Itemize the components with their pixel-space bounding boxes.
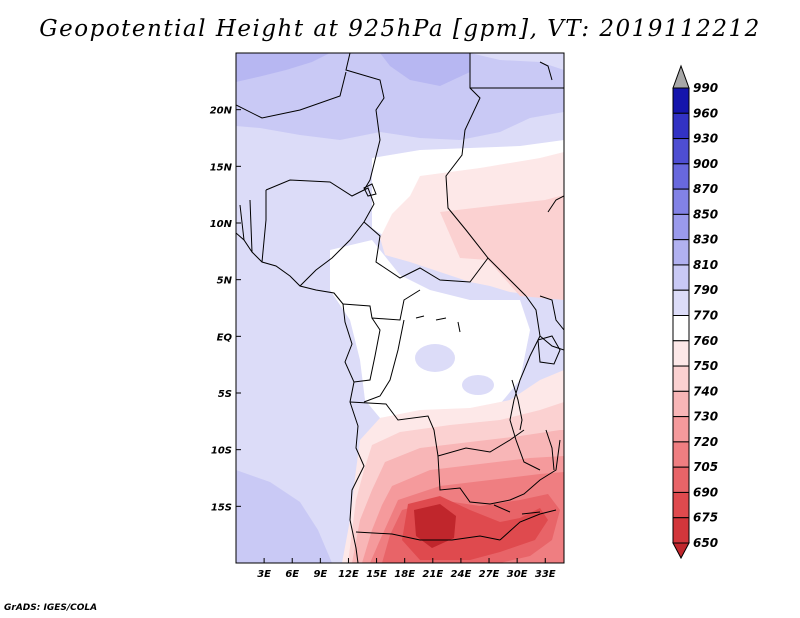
colorbar-box bbox=[672, 390, 690, 418]
x-tick-label: 12E bbox=[338, 569, 359, 580]
colorbar-label: 930 bbox=[693, 132, 718, 146]
border-benin-togo bbox=[239, 190, 267, 263]
lake-victoria bbox=[537, 335, 561, 365]
border-nigeria bbox=[265, 179, 375, 287]
y-tick-label: 15N bbox=[210, 162, 233, 173]
colorbar-box bbox=[672, 213, 690, 241]
border-congo-drc bbox=[353, 317, 405, 403]
colorbar-label: 870 bbox=[693, 182, 718, 196]
colorbar-label: 790 bbox=[693, 283, 718, 297]
colorbar-label: 690 bbox=[693, 485, 718, 499]
y-tick-label: EQ bbox=[217, 332, 233, 343]
y-tick-label: 10S bbox=[211, 446, 232, 457]
colorbar-label: 770 bbox=[693, 309, 718, 323]
field-810-830-north bbox=[236, 53, 330, 82]
colorbar-label: 900 bbox=[693, 157, 718, 171]
lake-malawi bbox=[545, 429, 555, 471]
border-east-lakes bbox=[509, 295, 541, 471]
colorbar-box bbox=[672, 264, 690, 291]
border-car bbox=[363, 221, 489, 283]
colorbar-box bbox=[672, 340, 690, 367]
colorbar-box bbox=[672, 441, 690, 468]
lake-kariba bbox=[521, 511, 541, 515]
field-740-750-north bbox=[440, 195, 564, 300]
colorbar-label: 990 bbox=[693, 81, 718, 95]
x-tick-label: 9E bbox=[313, 569, 327, 580]
colorbar-box bbox=[672, 112, 690, 140]
y-tick-label: 5S bbox=[218, 389, 232, 400]
colorbar-label: 650 bbox=[693, 536, 718, 550]
x-axis: 3E 6E 9E 12E 15E 18E 21E 24E 27E 30E 33E bbox=[257, 558, 556, 580]
equatorial-lakes-drc bbox=[415, 315, 461, 333]
field-patch-1 bbox=[415, 344, 455, 372]
lake-tanganyika bbox=[511, 379, 523, 431]
colorbar: 990 960 930 900 870 850 830 810 790 770 760 750 740 7… bbox=[672, 64, 718, 560]
field-760-770-east bbox=[330, 240, 530, 420]
red-sea-coast bbox=[539, 61, 553, 81]
colorbar-label: 850 bbox=[693, 207, 718, 221]
colorbar-label: 740 bbox=[693, 384, 718, 398]
colorbar-bottom-triangle bbox=[672, 542, 690, 560]
field-790-810-southwest bbox=[236, 470, 332, 563]
colorbar-box bbox=[672, 239, 690, 266]
colorbar-box bbox=[672, 315, 690, 342]
colorbar-box bbox=[672, 138, 690, 165]
colorbar-box bbox=[672, 163, 690, 190]
x-tick-label: 33E bbox=[535, 569, 556, 580]
x-tick-label: 18E bbox=[394, 569, 415, 580]
field-650-675-core bbox=[414, 504, 456, 548]
colorbar-label: 705 bbox=[693, 460, 718, 474]
y-axis: 20N 15N 10N 5N EQ 5S 10S 15S bbox=[210, 106, 241, 513]
chart-title: Geopotential Height at 925hPa [gpm], VT:… bbox=[39, 16, 761, 42]
y-tick-label: 5N bbox=[217, 276, 233, 287]
border-zimbabwe bbox=[493, 504, 557, 541]
colorbar-label: 750 bbox=[693, 359, 718, 373]
colorbar-box bbox=[672, 416, 690, 443]
colorbar-box bbox=[672, 87, 690, 114]
y-tick-label: 20N bbox=[210, 106, 233, 117]
border-drc-angola bbox=[349, 401, 525, 457]
colorbar-label: 810 bbox=[693, 258, 718, 272]
border-west-niger bbox=[236, 71, 347, 119]
x-tick-label: 27E bbox=[479, 569, 500, 580]
x-tick-label: 6E bbox=[285, 569, 299, 580]
border-chad-sudan bbox=[445, 53, 527, 297]
colorbar-label: 675 bbox=[693, 511, 718, 525]
x-tick-label: 30E bbox=[507, 569, 528, 580]
coastline-west-africa bbox=[236, 232, 365, 563]
colorbar-box bbox=[672, 466, 690, 493]
map-frame bbox=[235, 52, 565, 564]
field-patch-2 bbox=[462, 375, 494, 395]
border-sahel-north bbox=[345, 53, 385, 191]
border-ethiopia bbox=[547, 195, 564, 213]
colorbar-box bbox=[672, 517, 690, 544]
heatmap-field bbox=[236, 53, 564, 563]
colorbar-label: 960 bbox=[693, 106, 718, 120]
x-tick-label: 15E bbox=[366, 569, 387, 580]
x-tick-label: 24E bbox=[451, 569, 472, 580]
lake-chad bbox=[363, 183, 377, 197]
colorbar-top-triangle bbox=[672, 64, 690, 89]
field-790-810-north bbox=[236, 53, 564, 140]
colorbar-box bbox=[672, 491, 690, 519]
border-zambia bbox=[437, 439, 561, 505]
colorbar-label: 720 bbox=[693, 435, 718, 449]
x-tick-label: 3E bbox=[257, 569, 271, 580]
y-tick-label: 15S bbox=[211, 502, 232, 513]
colorbar-label: 760 bbox=[693, 334, 718, 348]
y-tick-label: 10N bbox=[210, 219, 233, 230]
border-uganda-kenya bbox=[539, 295, 564, 351]
field-810-830-northeast bbox=[380, 53, 470, 86]
colorbar-label: 730 bbox=[693, 410, 718, 424]
colorbar-box bbox=[672, 188, 690, 215]
x-tick-label: 21E bbox=[422, 569, 443, 580]
grads-credit: GrADS: IGES/COLA bbox=[4, 603, 98, 613]
border-angola-namibia bbox=[355, 531, 501, 541]
colorbar-box bbox=[672, 365, 690, 392]
border-cameroon-south bbox=[342, 289, 421, 321]
colorbar-label: 830 bbox=[693, 233, 718, 247]
colorbar-box bbox=[672, 289, 690, 317]
